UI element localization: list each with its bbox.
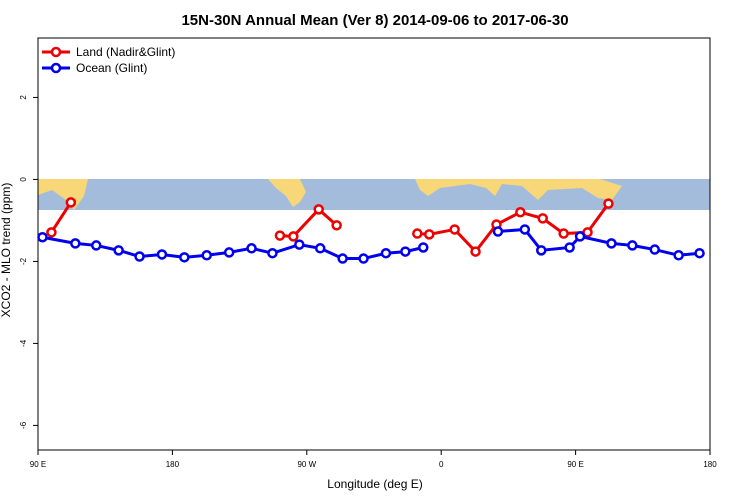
data-point bbox=[156, 249, 168, 260]
y-tick-label: 0 bbox=[19, 177, 28, 182]
y-tick-label: -4 bbox=[19, 339, 28, 347]
y-tick-label: 2 bbox=[19, 95, 28, 100]
y-tick-label: -2 bbox=[19, 257, 28, 265]
data-point bbox=[603, 198, 614, 209]
x-tick-label: 180 bbox=[166, 460, 180, 469]
data-point bbox=[331, 220, 342, 231]
data-point bbox=[627, 240, 638, 251]
data-point bbox=[313, 204, 324, 215]
series-line bbox=[50, 201, 610, 254]
map-strip bbox=[38, 179, 710, 210]
data-point bbox=[274, 230, 286, 241]
data-point bbox=[470, 246, 481, 257]
data-point bbox=[134, 251, 145, 262]
x-tick-label: 90 E bbox=[567, 460, 583, 469]
y-tick-label: -6 bbox=[19, 421, 28, 429]
data-point bbox=[179, 252, 190, 263]
x-tick-label: 180 bbox=[703, 460, 717, 469]
data-point bbox=[673, 250, 684, 261]
data-point bbox=[288, 231, 299, 242]
x-tick-label: 90 E bbox=[30, 460, 46, 469]
legend-label: Ocean (Glint) bbox=[76, 61, 147, 75]
data-point bbox=[564, 242, 575, 253]
data-point bbox=[400, 246, 411, 257]
data-point bbox=[90, 240, 102, 251]
data-point bbox=[424, 229, 435, 240]
data-point bbox=[412, 228, 423, 239]
data-point bbox=[201, 250, 212, 261]
data-point bbox=[113, 245, 124, 256]
data-point bbox=[606, 238, 617, 249]
data-point bbox=[418, 242, 429, 253]
data-point bbox=[70, 238, 81, 249]
data-point bbox=[294, 239, 305, 250]
data-point bbox=[380, 247, 392, 259]
data-point bbox=[65, 197, 77, 208]
legend-label: Land (Nadir&Glint) bbox=[76, 45, 175, 59]
y-axis-label: XCO2 - MLO trend (ppm) bbox=[0, 183, 13, 318]
data-point bbox=[492, 226, 504, 237]
legend-marker bbox=[50, 46, 62, 58]
plot-frame bbox=[37, 37, 711, 451]
data-point bbox=[314, 243, 326, 254]
data-point bbox=[267, 247, 278, 259]
data-point bbox=[582, 227, 593, 238]
data-point bbox=[694, 247, 705, 259]
data-point bbox=[536, 245, 547, 256]
data-point bbox=[558, 228, 569, 239]
data-point bbox=[246, 243, 257, 254]
legend-marker bbox=[50, 62, 62, 74]
data-point bbox=[337, 253, 348, 264]
data-point bbox=[37, 231, 48, 243]
data-point bbox=[223, 247, 235, 258]
x-tick-label: 0 bbox=[439, 460, 444, 469]
data-point bbox=[449, 224, 460, 235]
x-tick-label: 90 W bbox=[297, 460, 316, 469]
data-point bbox=[537, 213, 548, 224]
data-point bbox=[574, 231, 586, 242]
x-axis-label: Longitude (deg E) bbox=[327, 477, 422, 491]
chart-title: 15N-30N Annual Mean (Ver 8) 2014-09-06 t… bbox=[181, 12, 568, 29]
data-point bbox=[649, 244, 660, 255]
data-point bbox=[519, 224, 531, 235]
data-point bbox=[515, 206, 526, 218]
data-point bbox=[358, 253, 369, 264]
data-point bbox=[46, 227, 57, 238]
